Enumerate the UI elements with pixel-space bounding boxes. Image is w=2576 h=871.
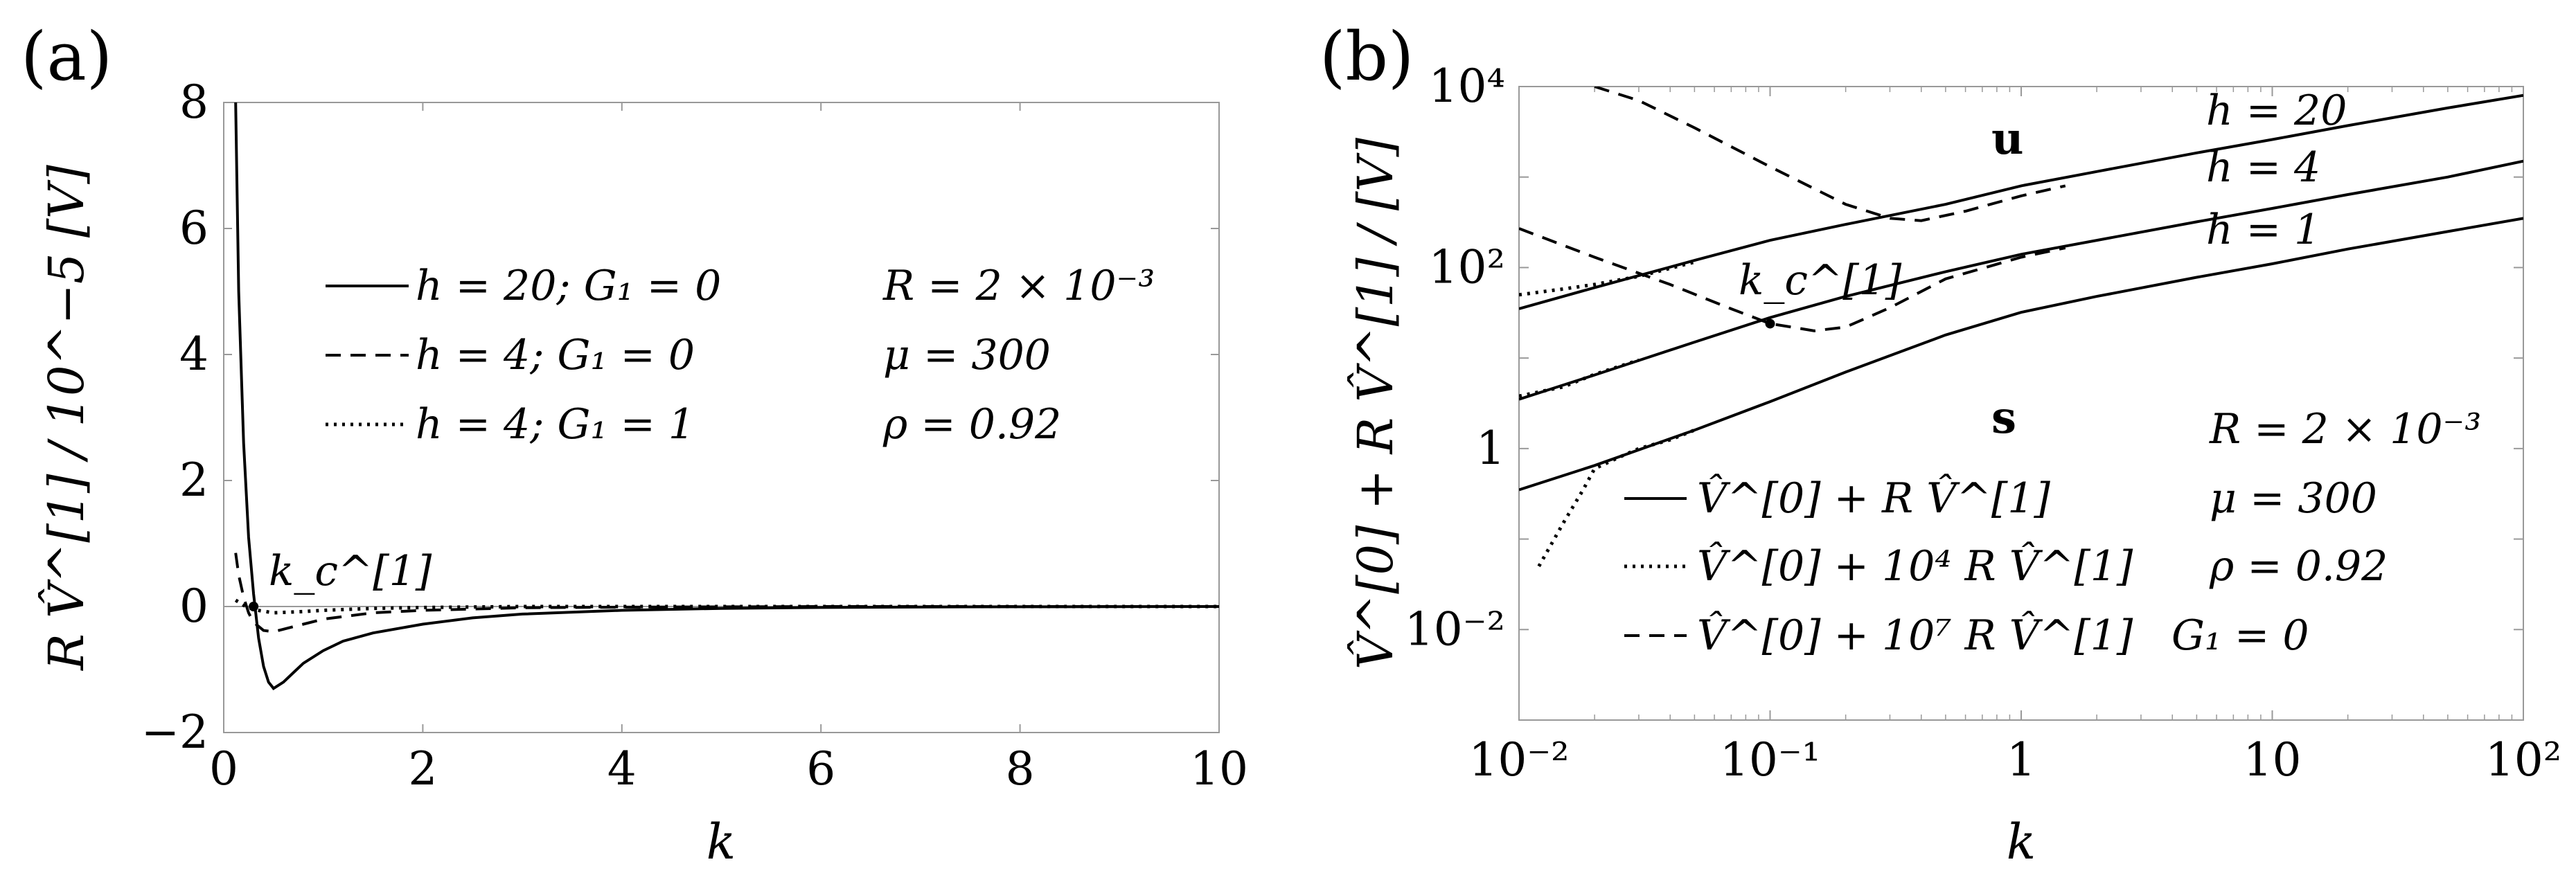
panel-b-ticks (1518, 86, 2524, 721)
series-line (1594, 87, 2066, 222)
legend-entry-h4-g1: h = 4; G₁ = 1 (416, 400, 695, 449)
panel-b-kc-annotation: k_c^[1] (1739, 256, 1902, 305)
region-s-label: s (1991, 392, 2016, 444)
param-rho: ρ = 0.92 (882, 400, 1061, 449)
panel-a-params: R = 2 × 10⁻³ μ = 300 ρ = 0.92 (882, 262, 1155, 449)
panel-a-label: (a) (21, 18, 112, 96)
region-u-label: u (1991, 113, 2024, 165)
series-line (1519, 358, 1640, 398)
series-line (234, 102, 1219, 690)
y-tick-label: 10² (1429, 240, 1505, 294)
panel-a-ylabel: R V̂^[1] / 10^−5 [V] (38, 164, 95, 671)
panel-b-tick-labels: 10⁻² 10⁻¹ 1 10 10² 10⁻² 1 10² 10⁴ (1405, 60, 2562, 787)
curve-label-h1: h = 1 (2206, 206, 2320, 254)
x-tick-label: 6 (806, 742, 835, 796)
y-tick-label: 0 (179, 580, 208, 633)
kc-marker (1765, 318, 1775, 329)
param-mu: μ = 300 (883, 331, 1051, 379)
series-line (1519, 227, 2066, 332)
panel-b-params: R = 2 × 10⁻³ μ = 300 ρ = 0.92 G₁ = 0 (2171, 405, 2481, 660)
panel-a-series (234, 102, 1219, 690)
x-tick-label: 1 (2007, 733, 2036, 787)
x-tick-label: 10⁻¹ (1720, 733, 1820, 787)
x-tick-label: 10⁻² (1468, 733, 1569, 787)
legend-entry-1e4: V̂^[0] + 10⁴ R V̂^[1] (1697, 541, 2133, 591)
legend-entry-h4-g0: h = 4; G₁ = 0 (416, 331, 695, 379)
y-tick-label: 8 (179, 75, 208, 129)
panel-a-ticks (223, 102, 1220, 733)
legend-entry-h20-g0: h = 20; G₁ = 0 (416, 262, 721, 310)
y-tick-label: −2 (141, 706, 208, 759)
y-tick-label: 2 (179, 454, 208, 507)
series-line (234, 553, 1219, 634)
series-line (1519, 260, 1696, 297)
panel-a-xlabel: k (707, 814, 736, 870)
series-line (1519, 159, 2523, 401)
x-tick-label: 8 (1006, 742, 1035, 796)
param-r: R = 2 × 10⁻³ (882, 262, 1155, 310)
x-tick-label: 0 (209, 742, 238, 796)
y-tick-label: 4 (179, 327, 208, 381)
x-tick-label: 10 (2244, 733, 2302, 787)
y-tick-label: 10⁴ (1429, 60, 1505, 113)
panel-b-legend: V̂^[0] + R V̂^[1] V̂^[0] + 10⁴ R V̂^[1] … (1624, 474, 2133, 660)
curve-label-h20: h = 20 (2206, 87, 2347, 135)
param-r: R = 2 × 10⁻³ (2209, 405, 2481, 454)
panel-a-legend: h = 20; G₁ = 0 h = 4; G₁ = 0 h = 4; G₁ =… (326, 262, 721, 449)
x-tick-label: 10² (2485, 733, 2561, 787)
panel-a-kc-annotation: k_c^[1] (269, 547, 432, 595)
kc-marker (249, 602, 259, 611)
series-line (1537, 428, 1696, 568)
panel-b-xlabel: k (2007, 814, 2036, 870)
y-tick-label: 6 (179, 201, 208, 255)
panel-b-label: (b) (1320, 18, 1414, 96)
legend-entry-base: V̂^[0] + R V̂^[1] (1697, 474, 2050, 523)
series-line (1519, 93, 2523, 310)
panel-b-ylabel: V̂^[0] + R V̂^[1] / [V] (1347, 137, 1404, 670)
y-tick-label: 1 (1476, 422, 1505, 475)
panel-b: (b) 10⁻² 10⁻¹ 1 10 10² 10⁻² 1 10² 10⁴ k V̂^[0] +… (1320, 18, 2561, 870)
param-rho: ρ = 0.92 (2209, 542, 2388, 591)
y-tick-label: 10⁻² (1405, 602, 1505, 656)
panel-a-frame (223, 102, 1220, 733)
curve-label-h4: h = 4 (2206, 143, 2320, 192)
panel-b-series (1519, 87, 2523, 568)
series-line (1519, 217, 2523, 492)
x-tick-label: 2 (408, 742, 437, 796)
legend-entry-1e7: V̂^[0] + 10⁷ R V̂^[1] (1697, 611, 2133, 660)
param-g1: G₁ = 0 (2171, 611, 2309, 660)
param-mu: μ = 300 (2210, 474, 2377, 523)
x-tick-label: 4 (607, 742, 637, 796)
x-tick-label: 10 (1190, 742, 1248, 796)
